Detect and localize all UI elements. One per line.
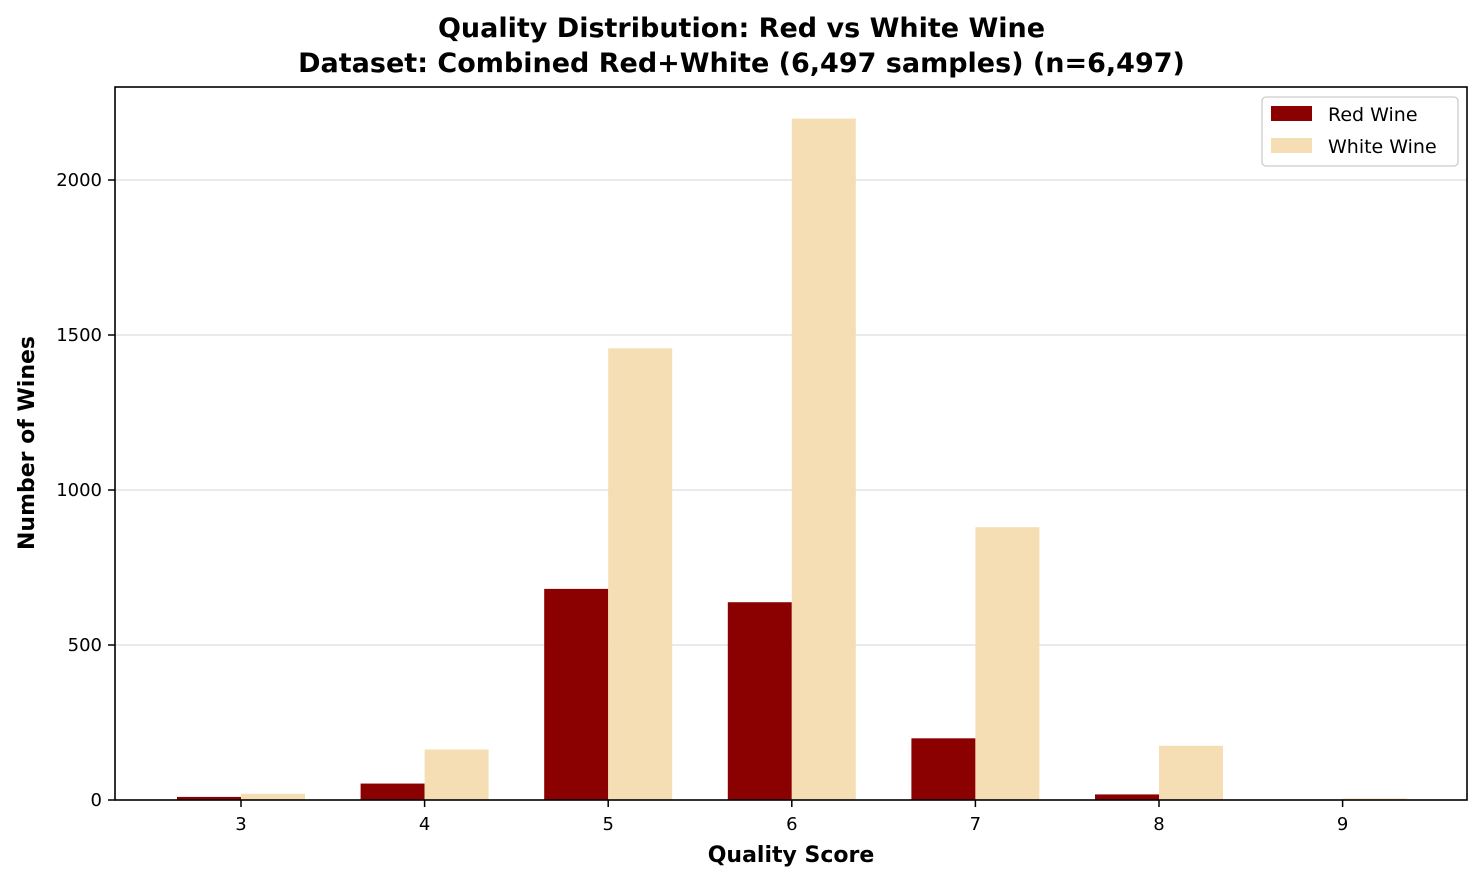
bar-red-wine-4	[360, 783, 425, 800]
bar-red-wine-3	[177, 796, 241, 800]
bar-red-wine-7	[911, 738, 976, 800]
y-tick-label: 2000	[56, 170, 102, 191]
x-axis-label: Quality Score	[708, 843, 875, 868]
x-tick-label: 5	[602, 814, 613, 835]
legend-label: Red Wine	[1328, 104, 1418, 126]
x-axis-ticks: 3 4 5 6 7 8 9	[235, 800, 1348, 835]
legend-swatch	[1271, 106, 1312, 121]
plot-frame	[114, 86, 1468, 801]
legend-label: White Wine	[1328, 136, 1437, 158]
bar-red-wine-8	[1095, 794, 1159, 800]
y-tick-label: 1500	[56, 325, 102, 346]
x-tick-label: 7	[970, 814, 981, 835]
legend: Red Wine White Wine	[1261, 96, 1459, 167]
legend-swatch	[1271, 138, 1312, 153]
x-tick-label: 3	[235, 814, 246, 835]
y-axis-ticks: 0 500 1000 1500 2000	[56, 170, 115, 811]
bar-white-wine-6	[791, 118, 856, 801]
grid-lines	[115, 179, 1467, 646]
x-tick-label: 6	[786, 814, 797, 835]
bar-white-wine-7	[975, 527, 1040, 800]
y-tick-label: 0	[91, 790, 102, 811]
x-tick-label: 8	[1153, 814, 1164, 835]
chart-subtitle: Dataset: Combined Red+White (6,497 sampl…	[298, 48, 1185, 79]
bar-red-wine-5	[544, 588, 609, 800]
bar-white-wine-4	[424, 749, 489, 800]
y-axis-label: Number of Wines	[15, 336, 40, 550]
bar-white-wine-8	[1159, 745, 1223, 800]
y-tick-label: 1000	[56, 480, 102, 501]
chart-title: Quality Distribution: Red vs White Wine	[437, 13, 1046, 44]
x-tick-label: 4	[419, 814, 430, 835]
bars	[177, 118, 1407, 801]
bar-white-wine-5	[608, 348, 673, 800]
bar-white-wine-3	[241, 793, 305, 800]
y-tick-label: 500	[68, 635, 102, 656]
x-tick-label: 9	[1337, 814, 1348, 835]
bar-red-wine-6	[727, 602, 792, 800]
